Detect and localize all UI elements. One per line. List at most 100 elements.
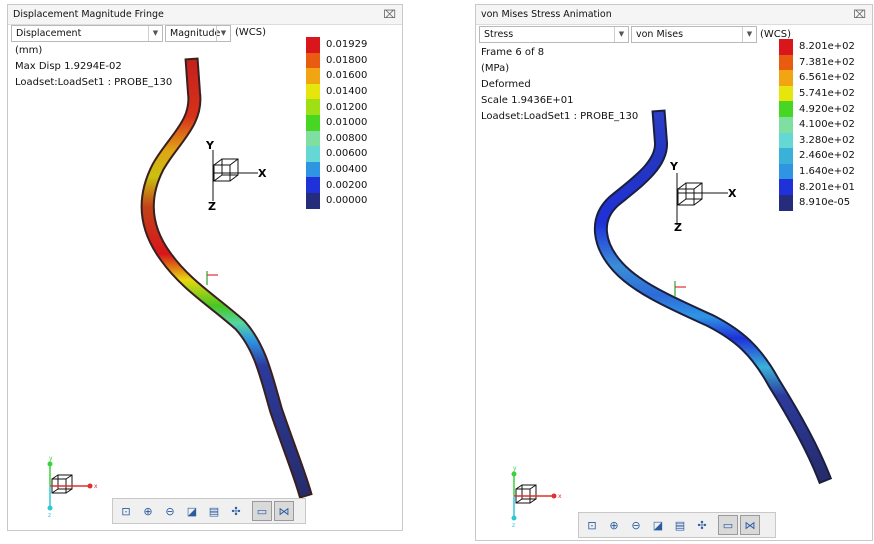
- legend-entry: 4.100e+02: [779, 116, 855, 133]
- saved-views-icon[interactable]: ▤: [208, 504, 220, 518]
- y-axis-label: Y: [669, 160, 679, 173]
- legend-label: 2.460e+02: [799, 150, 855, 162]
- legend-swatch: [779, 132, 793, 149]
- legend-swatch: [306, 52, 320, 69]
- legend-label: 3.280e+02: [799, 134, 855, 146]
- zoom-out-icon[interactable]: ⊖: [631, 518, 641, 532]
- legend-swatch: [779, 101, 793, 117]
- legend-swatch: [306, 146, 320, 162]
- displacement-model-view[interactable]: Y X Z y x z: [8, 5, 404, 532]
- legend-swatch: [306, 37, 320, 53]
- legend-swatch: [306, 192, 320, 209]
- legend-swatch: [779, 116, 793, 133]
- legend-label: 0.00600: [326, 148, 368, 160]
- window-title: von Mises Stress Animation: [481, 9, 612, 20]
- mini-y-label: y: [513, 465, 517, 472]
- legend-label: 1.640e+02: [799, 166, 855, 178]
- coordinate-triad-icon: [212, 150, 258, 201]
- local-csys-icon: [674, 281, 686, 297]
- component-select-value: Magnitude: [170, 28, 221, 39]
- orientation-icon[interactable]: ▭: [718, 515, 738, 535]
- legend-swatch: [306, 68, 320, 84]
- repaint-icon[interactable]: ⋈: [740, 515, 760, 535]
- von-mises-animation-window: von Mises Stress Animation ⌧ Stress ▼ vo…: [475, 4, 873, 541]
- legend-entry: 1.640e+02: [779, 163, 855, 180]
- quantity-select[interactable]: Stress ▼: [479, 26, 629, 43]
- info-line: (mm): [15, 45, 43, 56]
- legend-swatch: [779, 54, 793, 71]
- beam-shape: [594, 109, 833, 485]
- chevron-down-icon[interactable]: ▼: [614, 27, 628, 42]
- legend-label: 0.01200: [326, 101, 368, 113]
- mini-y-label: y: [49, 455, 53, 462]
- z-axis-label: Z: [208, 200, 216, 213]
- component-select-value: von Mises: [636, 29, 684, 40]
- legend-entry: 0.01000: [306, 114, 368, 131]
- close-icon[interactable]: ⌧: [383, 8, 396, 21]
- chevron-down-icon[interactable]: ▼: [742, 27, 756, 42]
- result-info: Frame 6 of 8 (MPa) Deformed Scale 1.9436…: [481, 45, 638, 125]
- zoom-fit-icon[interactable]: ⊡: [587, 518, 597, 532]
- spin-center-icon[interactable]: ✣: [231, 504, 241, 518]
- legend-label: 0.01000: [326, 117, 368, 129]
- legend-label: 0.01800: [326, 54, 368, 66]
- legend-label: 0.01600: [326, 70, 368, 82]
- view-toolbar: ⊡ ⊕ ⊖ ◪ ▤ ✣ ▭ ⋈: [578, 512, 776, 538]
- legend-swatch: [306, 114, 320, 131]
- legend-swatch: [779, 163, 793, 180]
- chevron-down-icon[interactable]: ▼: [216, 26, 230, 41]
- legend-label: 0.00000: [326, 195, 368, 207]
- mini-z-label: z: [512, 522, 515, 529]
- mini-x-label: x: [94, 483, 98, 490]
- legend-entry: 0.01800: [306, 52, 368, 69]
- shaded-view-icon[interactable]: ◪: [652, 518, 664, 532]
- legend-entry: 0.01200: [306, 99, 367, 115]
- result-info: (mm) Max Disp 1.9294E-02 Loadset:LoadSet…: [15, 43, 172, 91]
- window-titlebar[interactable]: Displacement Magnitude Fringe ⌧: [8, 5, 402, 25]
- close-icon[interactable]: ⌧: [853, 8, 866, 21]
- spin-center-icon[interactable]: ✣: [697, 518, 707, 532]
- window-titlebar[interactable]: von Mises Stress Animation ⌧: [476, 5, 872, 25]
- shaded-view-icon[interactable]: ◪: [186, 504, 198, 518]
- stress-model-view[interactable]: Y X Z y x z: [476, 5, 874, 542]
- legend-entry: 8.910e-05: [779, 194, 855, 211]
- legend-entry: 8.201e+01: [779, 179, 855, 195]
- legend-label: 8.201e+02: [799, 41, 855, 53]
- y-axis-label: Y: [205, 139, 215, 152]
- legend-swatch: [306, 83, 320, 100]
- legend-entry: 0.00600: [306, 146, 367, 162]
- legend-entry: 3.280e+02: [779, 132, 855, 149]
- zoom-in-icon[interactable]: ⊕: [143, 504, 153, 518]
- legend-label: 0.00800: [326, 132, 368, 144]
- chevron-down-icon[interactable]: ▼: [148, 26, 162, 41]
- legend-label: 7.381e+02: [799, 56, 855, 68]
- component-select[interactable]: Magnitude ▼: [165, 25, 231, 42]
- zoom-fit-icon[interactable]: ⊡: [121, 504, 131, 518]
- color-legend: 0.01929 0.01800 0.01600 0.01400 0.01200 0.010…: [306, 37, 367, 209]
- legend-entry: 0.00200: [306, 177, 367, 193]
- legend-entry: 0.01600: [306, 68, 367, 84]
- repaint-icon[interactable]: ⋈: [274, 501, 294, 521]
- mini-triad-icon: [511, 471, 557, 521]
- legend-swatch: [779, 194, 793, 211]
- legend-entry: 6.561e+02: [779, 70, 855, 86]
- orientation-icon[interactable]: ▭: [252, 501, 272, 521]
- mini-triad-icon: [47, 461, 93, 511]
- quantity-select-value: Stress: [484, 29, 514, 40]
- legend-entry: 4.920e+02: [779, 101, 855, 117]
- info-line: Deformed: [481, 79, 531, 90]
- mini-x-label: x: [558, 493, 562, 500]
- zoom-out-icon[interactable]: ⊖: [165, 504, 175, 518]
- info-line: Frame 6 of 8: [481, 47, 545, 58]
- legend-swatch: [306, 99, 320, 115]
- legend-swatch: [779, 85, 793, 102]
- info-line: Loadset:LoadSet1 : PROBE_130: [481, 111, 639, 122]
- component-select[interactable]: von Mises ▼: [631, 26, 757, 43]
- saved-views-icon[interactable]: ▤: [674, 518, 686, 532]
- legend-swatch: [779, 179, 793, 195]
- quantity-select[interactable]: Displacement ▼: [11, 25, 163, 42]
- displacement-fringe-window: Displacement Magnitude Fringe ⌧ Displace…: [7, 4, 403, 531]
- legend-label: 5.741e+02: [799, 88, 855, 100]
- legend-label: 0.00400: [326, 164, 368, 176]
- zoom-in-icon[interactable]: ⊕: [609, 518, 619, 532]
